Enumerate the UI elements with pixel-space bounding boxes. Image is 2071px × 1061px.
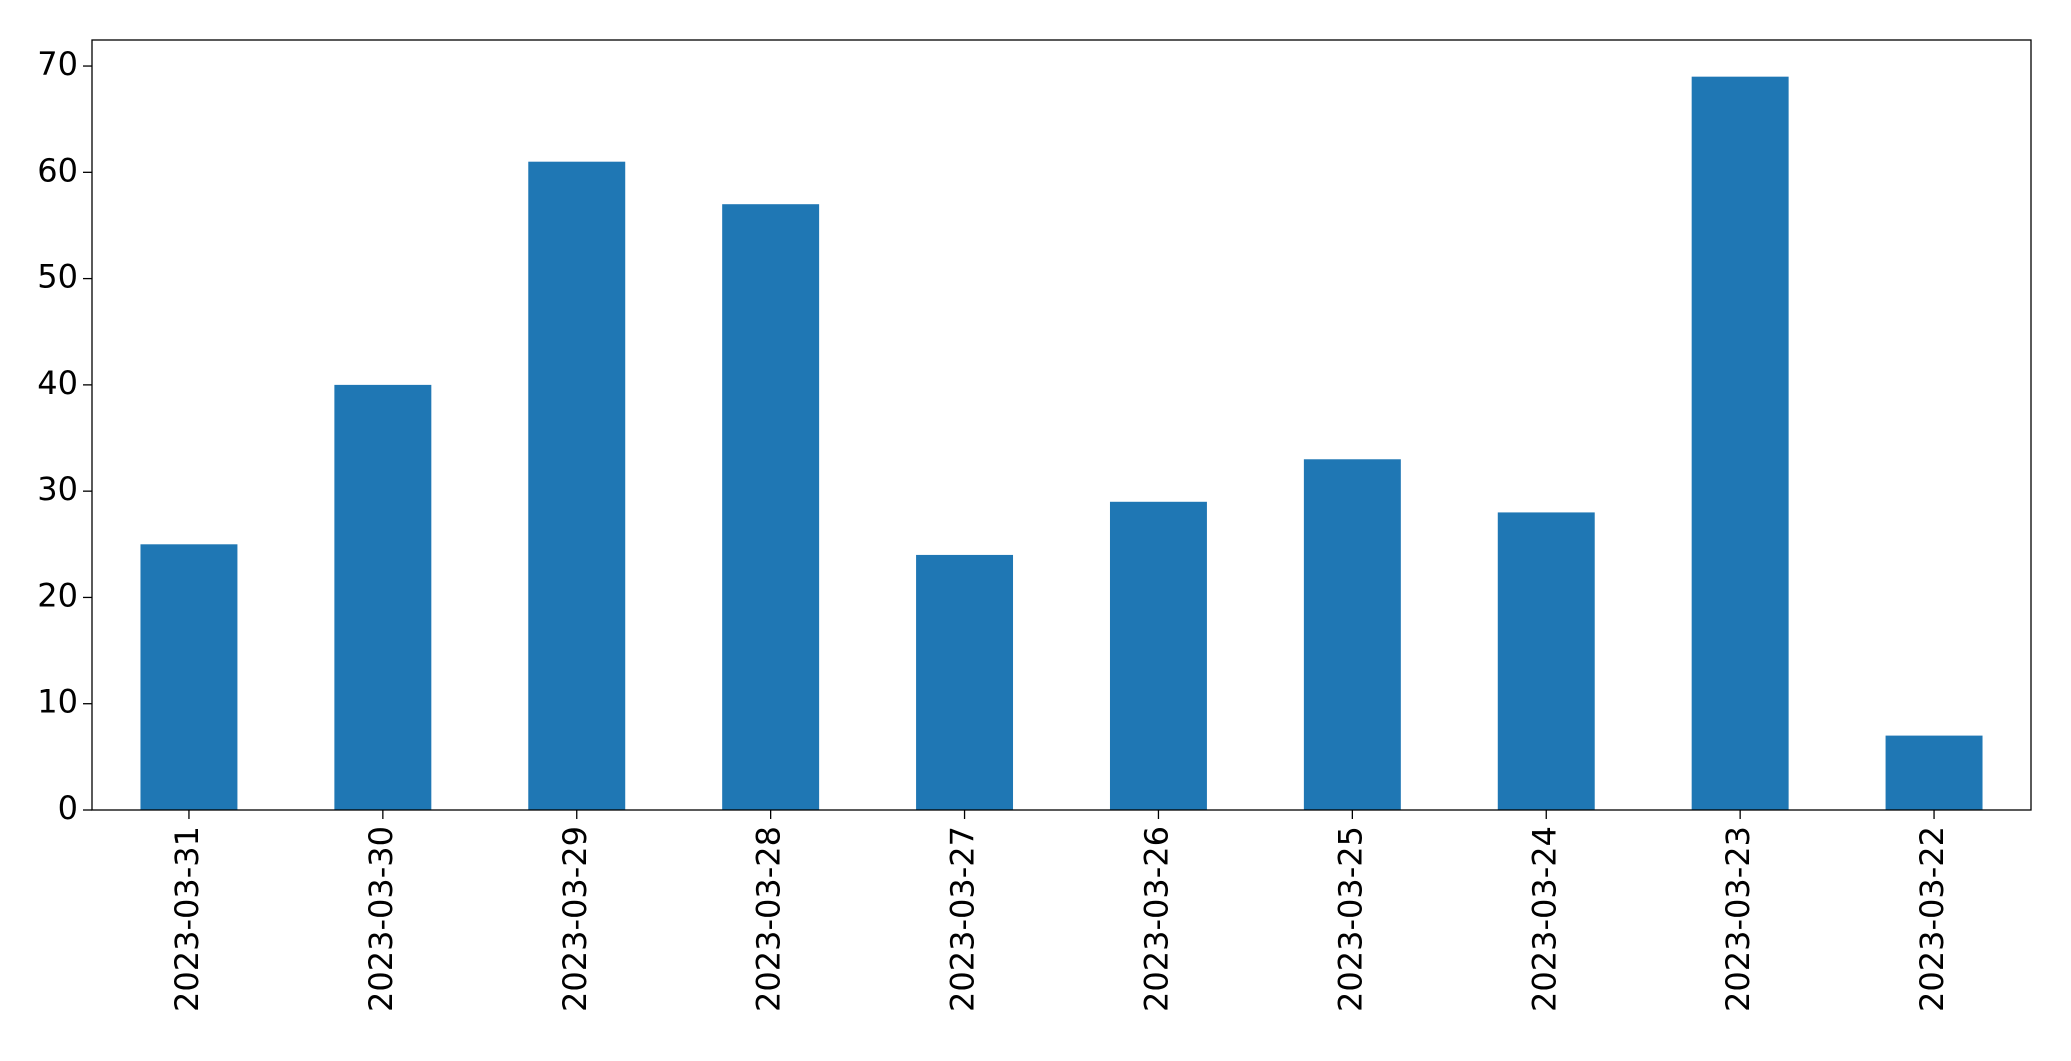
- bar: [1109, 501, 1207, 810]
- x-tick-label: 2023-03-25: [1331, 826, 1369, 1012]
- y-tick-label: 50: [37, 258, 78, 296]
- y-tick-label: 20: [37, 576, 78, 614]
- bar: [1885, 735, 1983, 810]
- x-tick-label: 2023-03-22: [1913, 826, 1951, 1012]
- x-tick-label: 2023-03-31: [168, 826, 206, 1012]
- y-tick-label: 0: [58, 789, 78, 827]
- y-tick-label: 40: [37, 364, 78, 402]
- x-tick-label: 2023-03-24: [1525, 826, 1563, 1012]
- y-tick-label: 60: [37, 151, 78, 189]
- x-tick-label: 2023-03-27: [944, 826, 982, 1012]
- x-tick-label: 2023-03-30: [362, 826, 400, 1012]
- x-tick-label: 2023-03-29: [556, 826, 594, 1012]
- bar: [140, 544, 238, 810]
- x-tick-label: 2023-03-28: [750, 826, 788, 1012]
- bar: [528, 161, 626, 811]
- x-tick-label: 2023-03-23: [1719, 826, 1757, 1012]
- bar: [334, 384, 432, 810]
- plot-frame: [91, 39, 2032, 811]
- y-tick-label: 70: [37, 45, 78, 83]
- y-tick-label: 10: [37, 683, 78, 721]
- y-tick-label: 30: [37, 470, 78, 508]
- bar: [916, 554, 1014, 810]
- bar: [722, 204, 820, 811]
- x-tick-label: 2023-03-26: [1137, 826, 1175, 1012]
- bar: [1303, 459, 1401, 810]
- bar: [1691, 76, 1789, 810]
- bar: [1497, 512, 1595, 810]
